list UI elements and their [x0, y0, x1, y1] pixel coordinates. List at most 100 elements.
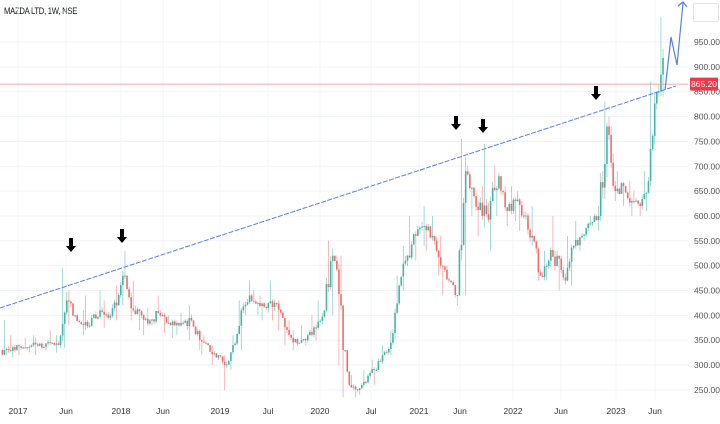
candle — [182, 320, 184, 325]
y-tick-label: 550.00 — [694, 236, 720, 246]
candle-body — [22, 347, 24, 349]
candle — [88, 322, 91, 329]
candle — [367, 373, 369, 384]
candle-body — [238, 325, 241, 334]
candle — [562, 266, 565, 281]
candle — [658, 84, 660, 97]
candle-body — [159, 312, 162, 316]
candle — [128, 286, 130, 299]
candle-body — [219, 355, 222, 357]
candle-body — [279, 309, 282, 313]
y-tick-label: 450.00 — [694, 286, 720, 296]
candle — [531, 206, 533, 246]
candle — [72, 303, 74, 316]
candle-body — [213, 353, 216, 355]
candle — [506, 206, 509, 226]
candle-body — [171, 321, 174, 326]
candle-body — [252, 300, 255, 302]
candle — [26, 347, 29, 350]
candle — [95, 311, 97, 319]
candle — [469, 172, 471, 190]
candle — [115, 285, 118, 321]
candle — [655, 91, 658, 110]
candle — [161, 312, 164, 317]
candle — [169, 321, 172, 326]
candle — [369, 370, 371, 378]
price-axis: 950.00 900.00 850.00 800.00 750.00 700.00 650.… — [690, 37, 720, 395]
candle — [134, 305, 137, 315]
x-tick-label: Jul — [263, 406, 274, 416]
y-tick-label: 800.00 — [694, 112, 720, 122]
annotations — [0, 1, 688, 309]
candle-body — [136, 309, 139, 314]
candle-body — [431, 235, 434, 238]
candle-body — [92, 314, 95, 318]
down-arrow-icon — [451, 116, 461, 130]
candle-body — [169, 322, 172, 326]
candle-body — [277, 303, 280, 310]
candle — [462, 197, 465, 246]
candle-body — [560, 258, 563, 270]
candle — [265, 306, 268, 311]
candle-body — [483, 205, 486, 216]
candle-body — [529, 229, 531, 238]
candle — [16, 344, 18, 352]
candle-body — [377, 361, 380, 371]
candle-body — [350, 384, 353, 388]
candle — [626, 191, 629, 200]
x-tick-label: 2018 — [112, 406, 131, 416]
candle-body — [479, 202, 482, 210]
candle — [431, 215, 434, 241]
candle — [558, 255, 560, 291]
candle — [475, 193, 477, 211]
down-arrow-icon — [591, 86, 601, 100]
candle — [649, 81, 652, 187]
candle — [589, 215, 592, 226]
candle-body — [554, 256, 556, 266]
candle — [329, 256, 332, 290]
candle-body — [647, 181, 650, 193]
candle-body — [535, 241, 538, 249]
candle-body — [107, 314, 110, 318]
candle — [539, 269, 542, 276]
candle — [331, 248, 334, 316]
candle-body — [660, 74, 662, 92]
candle — [471, 186, 473, 216]
candle — [579, 236, 581, 251]
candle-body — [284, 317, 286, 328]
candle-body — [421, 226, 423, 228]
candle-body — [475, 196, 477, 207]
candle — [178, 322, 180, 327]
candle — [452, 280, 454, 286]
candle — [213, 351, 216, 357]
candle-body — [591, 221, 594, 224]
candle-body — [163, 314, 166, 317]
candle-body — [516, 199, 519, 202]
last-price-value: 865.20 — [691, 79, 717, 89]
candle-body — [95, 314, 97, 319]
candle — [45, 343, 47, 351]
candle — [325, 277, 328, 313]
candle-body — [130, 297, 132, 309]
candle — [333, 255, 336, 262]
candle-body — [331, 255, 334, 262]
candle-body — [323, 310, 326, 317]
candle — [591, 221, 594, 226]
candle — [473, 186, 475, 198]
scale-settings-button[interactable] — [693, 3, 719, 22]
candle — [360, 383, 363, 389]
candle — [38, 342, 41, 347]
candle — [319, 319, 322, 323]
candle-body — [394, 312, 396, 334]
candle — [286, 326, 288, 333]
candle-body — [269, 301, 272, 303]
candle-body — [412, 234, 415, 245]
candle-body — [271, 301, 274, 307]
candle-body — [620, 183, 623, 194]
candle — [9, 335, 12, 352]
x-tick-label: Jun — [156, 406, 170, 416]
candle-body — [30, 345, 33, 347]
candle — [171, 319, 174, 338]
candle-body — [346, 350, 349, 372]
